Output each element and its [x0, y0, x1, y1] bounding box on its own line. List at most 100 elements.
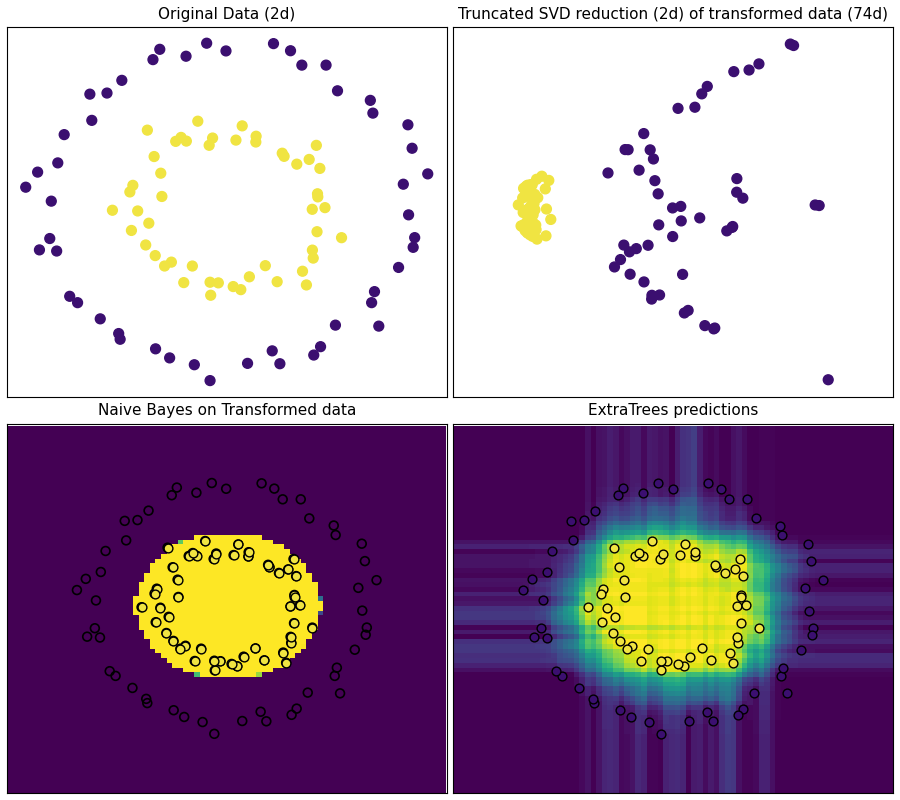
Point — [519, 186, 534, 198]
Point — [665, 230, 680, 243]
Point — [529, 223, 544, 236]
Point — [516, 191, 530, 204]
Point — [420, 167, 435, 180]
Point — [171, 590, 185, 603]
Point — [396, 178, 410, 190]
Point — [242, 270, 256, 283]
Point — [213, 654, 228, 667]
Point — [392, 261, 406, 274]
Point — [677, 306, 691, 319]
Point — [805, 628, 819, 641]
Point — [305, 622, 320, 634]
Point — [526, 208, 540, 221]
Point — [688, 550, 702, 563]
Point — [141, 217, 156, 230]
Point — [730, 630, 744, 643]
Point — [730, 172, 744, 185]
Point — [572, 682, 586, 694]
Point — [808, 198, 823, 211]
Point — [692, 211, 706, 224]
Point — [122, 186, 137, 198]
Point — [329, 662, 344, 674]
Point — [706, 322, 721, 335]
Point — [130, 514, 145, 526]
Point — [208, 664, 222, 677]
Point — [241, 546, 256, 558]
Point — [526, 216, 540, 229]
Point — [681, 714, 696, 727]
Point — [358, 628, 373, 641]
Point — [305, 203, 320, 216]
Point — [146, 54, 160, 66]
Point — [292, 599, 307, 612]
Point — [281, 563, 295, 576]
Point — [159, 626, 174, 639]
Point — [742, 64, 756, 77]
Point — [182, 550, 196, 562]
Point — [224, 658, 238, 670]
Point — [731, 636, 745, 649]
Point — [229, 134, 243, 146]
Point — [587, 697, 601, 710]
Point — [299, 278, 313, 291]
Point — [153, 43, 167, 56]
Point — [613, 704, 627, 717]
Point — [277, 150, 292, 162]
Point — [698, 319, 712, 332]
Point — [355, 538, 369, 550]
Point — [310, 187, 325, 200]
Point — [367, 286, 382, 298]
Point — [166, 634, 181, 647]
Point — [707, 558, 722, 571]
Point — [168, 135, 183, 148]
Title: ExtraTrees predictions: ExtraTrees predictions — [588, 403, 759, 418]
Point — [611, 489, 625, 502]
Point — [290, 702, 304, 715]
Point — [333, 687, 347, 700]
Point — [524, 210, 538, 223]
Point — [652, 289, 667, 302]
Point — [644, 289, 659, 302]
Point — [153, 602, 167, 614]
Point — [747, 686, 761, 699]
Point — [351, 582, 365, 594]
Point — [688, 546, 702, 558]
Point — [530, 233, 544, 246]
Point — [641, 239, 655, 252]
Point — [644, 293, 659, 306]
Point — [695, 87, 709, 100]
Point — [147, 150, 161, 163]
Point — [653, 654, 668, 667]
Point — [634, 654, 648, 667]
Point — [231, 538, 246, 551]
Point — [287, 589, 302, 602]
Point — [42, 232, 57, 245]
Point — [535, 622, 549, 634]
Point — [270, 275, 284, 288]
Point — [230, 660, 245, 673]
Point — [616, 238, 631, 251]
Point — [520, 190, 535, 202]
Point — [185, 546, 200, 559]
Point — [673, 200, 688, 213]
Point — [739, 599, 753, 612]
Point — [700, 80, 715, 93]
Point — [148, 587, 162, 600]
Point — [356, 604, 370, 617]
Point — [735, 570, 750, 582]
Point — [521, 202, 535, 215]
Point — [69, 584, 84, 597]
Point — [166, 704, 181, 717]
Point — [599, 602, 614, 614]
Point — [108, 670, 122, 682]
Point — [779, 687, 794, 700]
Point — [528, 218, 543, 231]
Point — [328, 670, 342, 682]
Point — [202, 276, 217, 289]
Point — [347, 643, 362, 656]
Point — [670, 658, 685, 670]
Point — [801, 538, 815, 550]
Point — [284, 709, 299, 722]
Point — [248, 642, 263, 654]
Point — [185, 260, 200, 273]
